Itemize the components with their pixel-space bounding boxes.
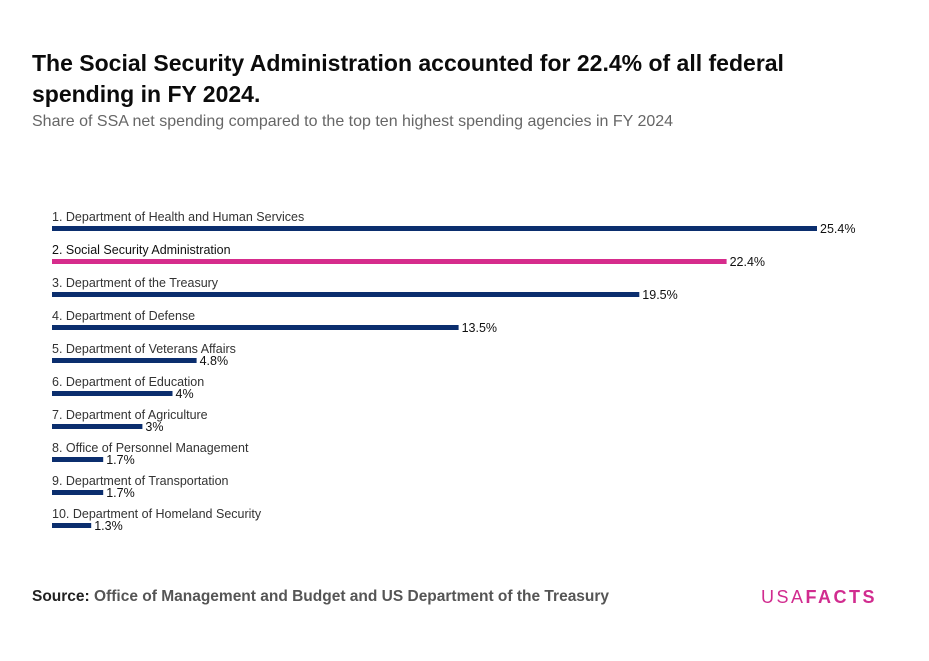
source-text: Office of Management and Budget and US D…	[94, 588, 610, 605]
value-label: 4.8%	[200, 354, 229, 368]
bar	[52, 490, 104, 495]
logo-facts: FACTS	[805, 587, 877, 607]
bar	[52, 292, 640, 297]
category-label: 4. Department of Defense	[52, 309, 195, 323]
value-label: 1.7%	[106, 486, 135, 500]
value-label: 22.4%	[730, 255, 765, 269]
value-label: 25.4%	[820, 222, 855, 236]
category-label: 9. Department of Transportation	[52, 474, 229, 488]
category-label: 5. Department of Veterans Affairs	[52, 342, 236, 356]
category-label: 3. Department of the Treasury	[52, 276, 219, 290]
bar	[52, 523, 92, 528]
category-label: 10. Department of Homeland Security	[52, 507, 262, 521]
bar	[52, 424, 143, 429]
usafacts-logo: USAFACTS	[761, 586, 877, 608]
value-label: 13.5%	[462, 321, 497, 335]
bar	[52, 325, 459, 330]
category-label: 8. Office of Personnel Management	[52, 441, 249, 455]
value-label: 4%	[176, 387, 194, 401]
chart-subtitle: Share of SSA net spending compared to th…	[32, 113, 674, 130]
bar	[52, 358, 197, 363]
source-note: Source: Office of Management and Budget …	[32, 587, 609, 607]
bar	[52, 226, 817, 231]
chart-title: The Social Security Administration accou…	[32, 50, 784, 107]
value-label: 1.3%	[94, 519, 123, 533]
bar-highlight	[52, 259, 727, 264]
bar	[52, 391, 173, 396]
category-label: 2. Social Security Administration	[52, 243, 231, 257]
source-label: Source:	[32, 588, 90, 605]
category-label: 6. Department of Education	[52, 375, 204, 389]
logo-usa: USA	[760, 587, 806, 607]
bar	[52, 457, 104, 462]
category-label: 7. Department of Agriculture	[52, 408, 208, 422]
value-label: 3%	[145, 420, 163, 434]
value-label: 1.7%	[106, 453, 135, 467]
category-label: 1. Department of Health and Human Servic…	[52, 210, 304, 224]
value-label: 19.5%	[642, 288, 677, 302]
